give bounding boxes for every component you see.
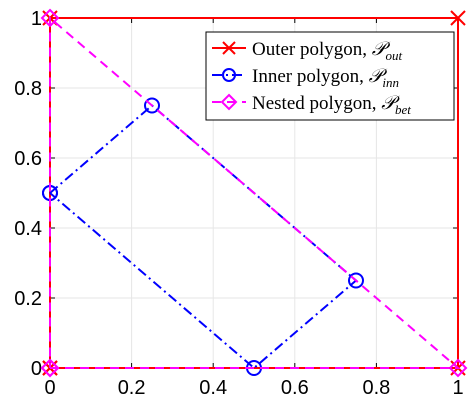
legend-label: Inner polygon, 𝒫inn xyxy=(252,66,399,90)
x-marker xyxy=(222,41,236,55)
diamond-marker xyxy=(448,358,468,378)
diamond-marker xyxy=(40,8,60,28)
legend-label: Nested polygon, 𝒫bet xyxy=(252,93,411,117)
legend: Outer polygon, 𝒫out Inner polygon, 𝒫inn Ne… xyxy=(205,31,455,121)
diamond-marker xyxy=(40,358,60,378)
y-tick-label: 0.2 xyxy=(14,288,42,310)
x-marker-stroke xyxy=(450,10,466,26)
y-tick-label: 0.6 xyxy=(14,148,42,170)
series-circle xyxy=(42,97,364,376)
circle-marker xyxy=(348,272,364,289)
legend-label-subscript: bet xyxy=(395,102,411,117)
y-tick-label: 0.4 xyxy=(14,218,42,240)
x-tick-label: 0.8 xyxy=(362,377,390,399)
x-tick-label: 0.2 xyxy=(118,377,146,399)
x-tick-label: 0.6 xyxy=(281,377,309,399)
legend-entry: Nested polygon, 𝒫bet xyxy=(212,93,411,117)
x-tick-label: 1 xyxy=(452,377,463,399)
series-line xyxy=(49,15,461,369)
y-tick-label: 0 xyxy=(31,358,42,380)
series-line xyxy=(49,104,358,370)
y-tick-label: 0.8 xyxy=(14,78,42,100)
legend-label-prefix: Inner polygon, xyxy=(252,66,369,87)
circle-marker xyxy=(144,97,160,114)
diamond-marker xyxy=(220,93,238,111)
legend-label-subscript: out xyxy=(386,48,403,63)
x-tick-label: 0.4 xyxy=(199,377,227,399)
legend-label-prefix: Nested polygon, xyxy=(252,93,381,114)
y-tick-label: 1 xyxy=(31,8,42,30)
x-tick-label: 0 xyxy=(44,377,55,399)
x-marker xyxy=(450,10,466,26)
axes: 0 0.2 0.4 0.6 0.8 1 0 0.2 0.4 0.6 0.8 1 xyxy=(14,8,463,399)
legend-label-prefix: Outer polygon, xyxy=(252,39,372,60)
x-marker-stroke xyxy=(222,41,236,55)
legend-label: Outer polygon, 𝒫out xyxy=(252,39,403,63)
series-group xyxy=(40,8,468,378)
series-diamond xyxy=(40,8,468,378)
legend-box xyxy=(205,31,455,121)
legend-label-subscript: inn xyxy=(382,75,399,90)
legend-entry: Outer polygon, 𝒫out xyxy=(212,39,403,63)
circle-marker xyxy=(222,68,236,82)
